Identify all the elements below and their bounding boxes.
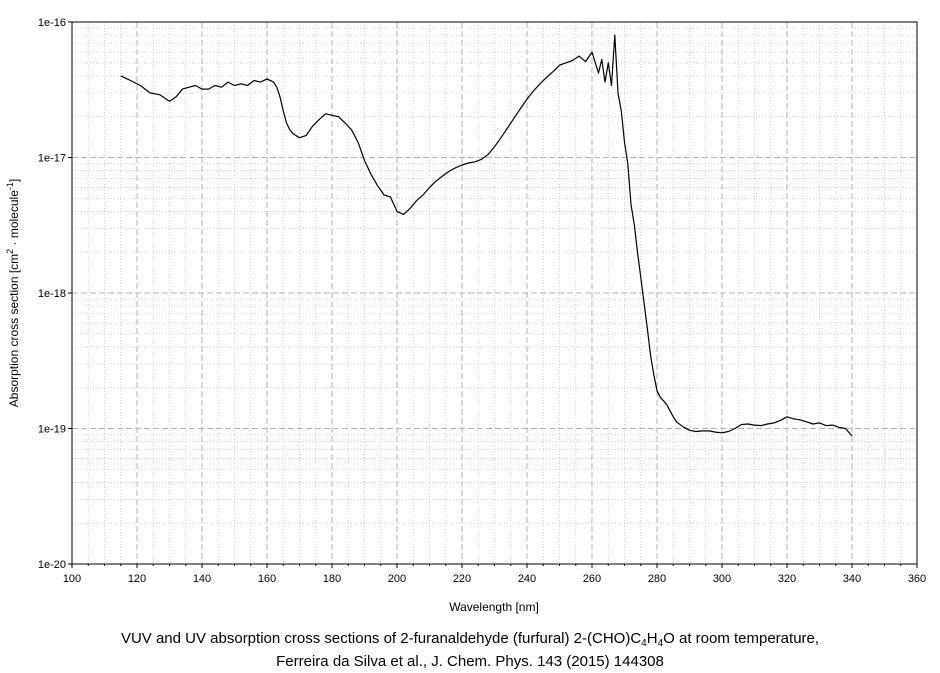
x-tick-label: 140 bbox=[193, 573, 211, 585]
major-grid bbox=[72, 22, 917, 564]
y-tick-label: 1e-17 bbox=[38, 153, 66, 165]
x-axis: 100 120 140 160 180 200 220 240 260 280 300 320 340 3… bbox=[63, 564, 926, 585]
x-axis-label: Wavelength [nm] bbox=[449, 600, 539, 614]
x-tick-label: 360 bbox=[908, 573, 926, 585]
caption-line-1: VUV and UV absorption cross sections of … bbox=[120, 630, 820, 649]
caption-line-2: Ferreira da Silva et al., J. Chem. Phys.… bbox=[276, 653, 664, 670]
x-tick-label: 220 bbox=[453, 573, 471, 585]
x-tick-label: 200 bbox=[388, 573, 406, 585]
x-tick-label: 120 bbox=[128, 573, 146, 585]
x-tick-label: 300 bbox=[713, 573, 731, 585]
x-tick-label: 100 bbox=[63, 573, 81, 585]
x-tick-label: 280 bbox=[648, 573, 666, 585]
chart: 100 120 140 160 180 200 220 240 260 280 300 320 340 3… bbox=[5, 17, 926, 614]
y-axis-label: Absorption cross section [cm2 · molecule… bbox=[5, 179, 21, 407]
series-line bbox=[120, 34, 853, 437]
y-axis: 1e-20 1e-19 1e-18 1e-17 1e-16 bbox=[38, 17, 72, 571]
y-tick-label: 1e-19 bbox=[38, 424, 66, 436]
x-tick-label: 160 bbox=[258, 573, 276, 585]
x-tick-label: 260 bbox=[583, 573, 601, 585]
y-tick-label: 1e-16 bbox=[38, 17, 66, 29]
y-tick-label: 1e-18 bbox=[38, 288, 66, 300]
x-tick-label: 180 bbox=[323, 573, 341, 585]
y-tick-label: 1e-20 bbox=[38, 559, 66, 571]
x-tick-label: 320 bbox=[778, 573, 796, 585]
x-tick-label: 240 bbox=[518, 573, 536, 585]
x-tick-label: 340 bbox=[843, 573, 861, 585]
